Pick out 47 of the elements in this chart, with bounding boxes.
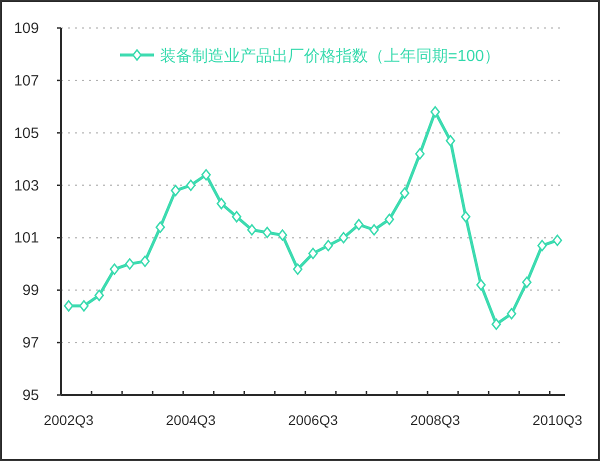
point xyxy=(354,218,364,230)
point xyxy=(308,248,318,260)
point xyxy=(552,234,562,246)
x-tick-label: 2008Q3 xyxy=(410,412,460,428)
point xyxy=(110,263,120,275)
point xyxy=(292,263,302,275)
y-tick-label: 95 xyxy=(22,387,39,404)
point xyxy=(369,224,379,236)
y-tick-label: 103 xyxy=(14,177,39,194)
point xyxy=(460,210,470,222)
y-tick-label: 107 xyxy=(14,72,39,90)
point xyxy=(278,229,288,241)
point xyxy=(522,276,532,288)
point xyxy=(201,169,211,181)
point xyxy=(492,318,502,330)
point xyxy=(324,240,334,252)
y-tick-label: 99 xyxy=(22,282,39,300)
point xyxy=(94,290,104,302)
y-tick-label: 101 xyxy=(14,230,39,247)
point xyxy=(400,187,410,199)
point xyxy=(446,134,456,146)
point xyxy=(384,214,394,226)
point xyxy=(156,221,166,233)
point xyxy=(430,106,440,118)
point xyxy=(415,148,425,160)
x-tick-label: 2010Q3 xyxy=(532,412,582,428)
legend-label: 装备制造业产品出厂价格指数（上年同期=100） xyxy=(160,47,500,65)
point xyxy=(338,232,348,244)
point xyxy=(506,308,516,320)
point xyxy=(216,198,226,210)
x-tick-label: 2006Q3 xyxy=(288,412,338,428)
point xyxy=(476,279,486,291)
point xyxy=(170,184,180,196)
point xyxy=(247,224,257,236)
point xyxy=(64,300,74,312)
point xyxy=(79,300,89,312)
point xyxy=(262,226,272,238)
point xyxy=(232,210,242,222)
y-tick-label: 109 xyxy=(14,20,39,37)
x-tick-label: 2002Q3 xyxy=(44,412,94,428)
point xyxy=(537,240,547,252)
point xyxy=(186,180,196,192)
point xyxy=(140,256,150,268)
y-tick-label: 97 xyxy=(22,334,39,352)
point xyxy=(124,258,134,270)
y-tick-label: 105 xyxy=(14,124,39,142)
x-tick-label: 2004Q3 xyxy=(166,412,216,428)
